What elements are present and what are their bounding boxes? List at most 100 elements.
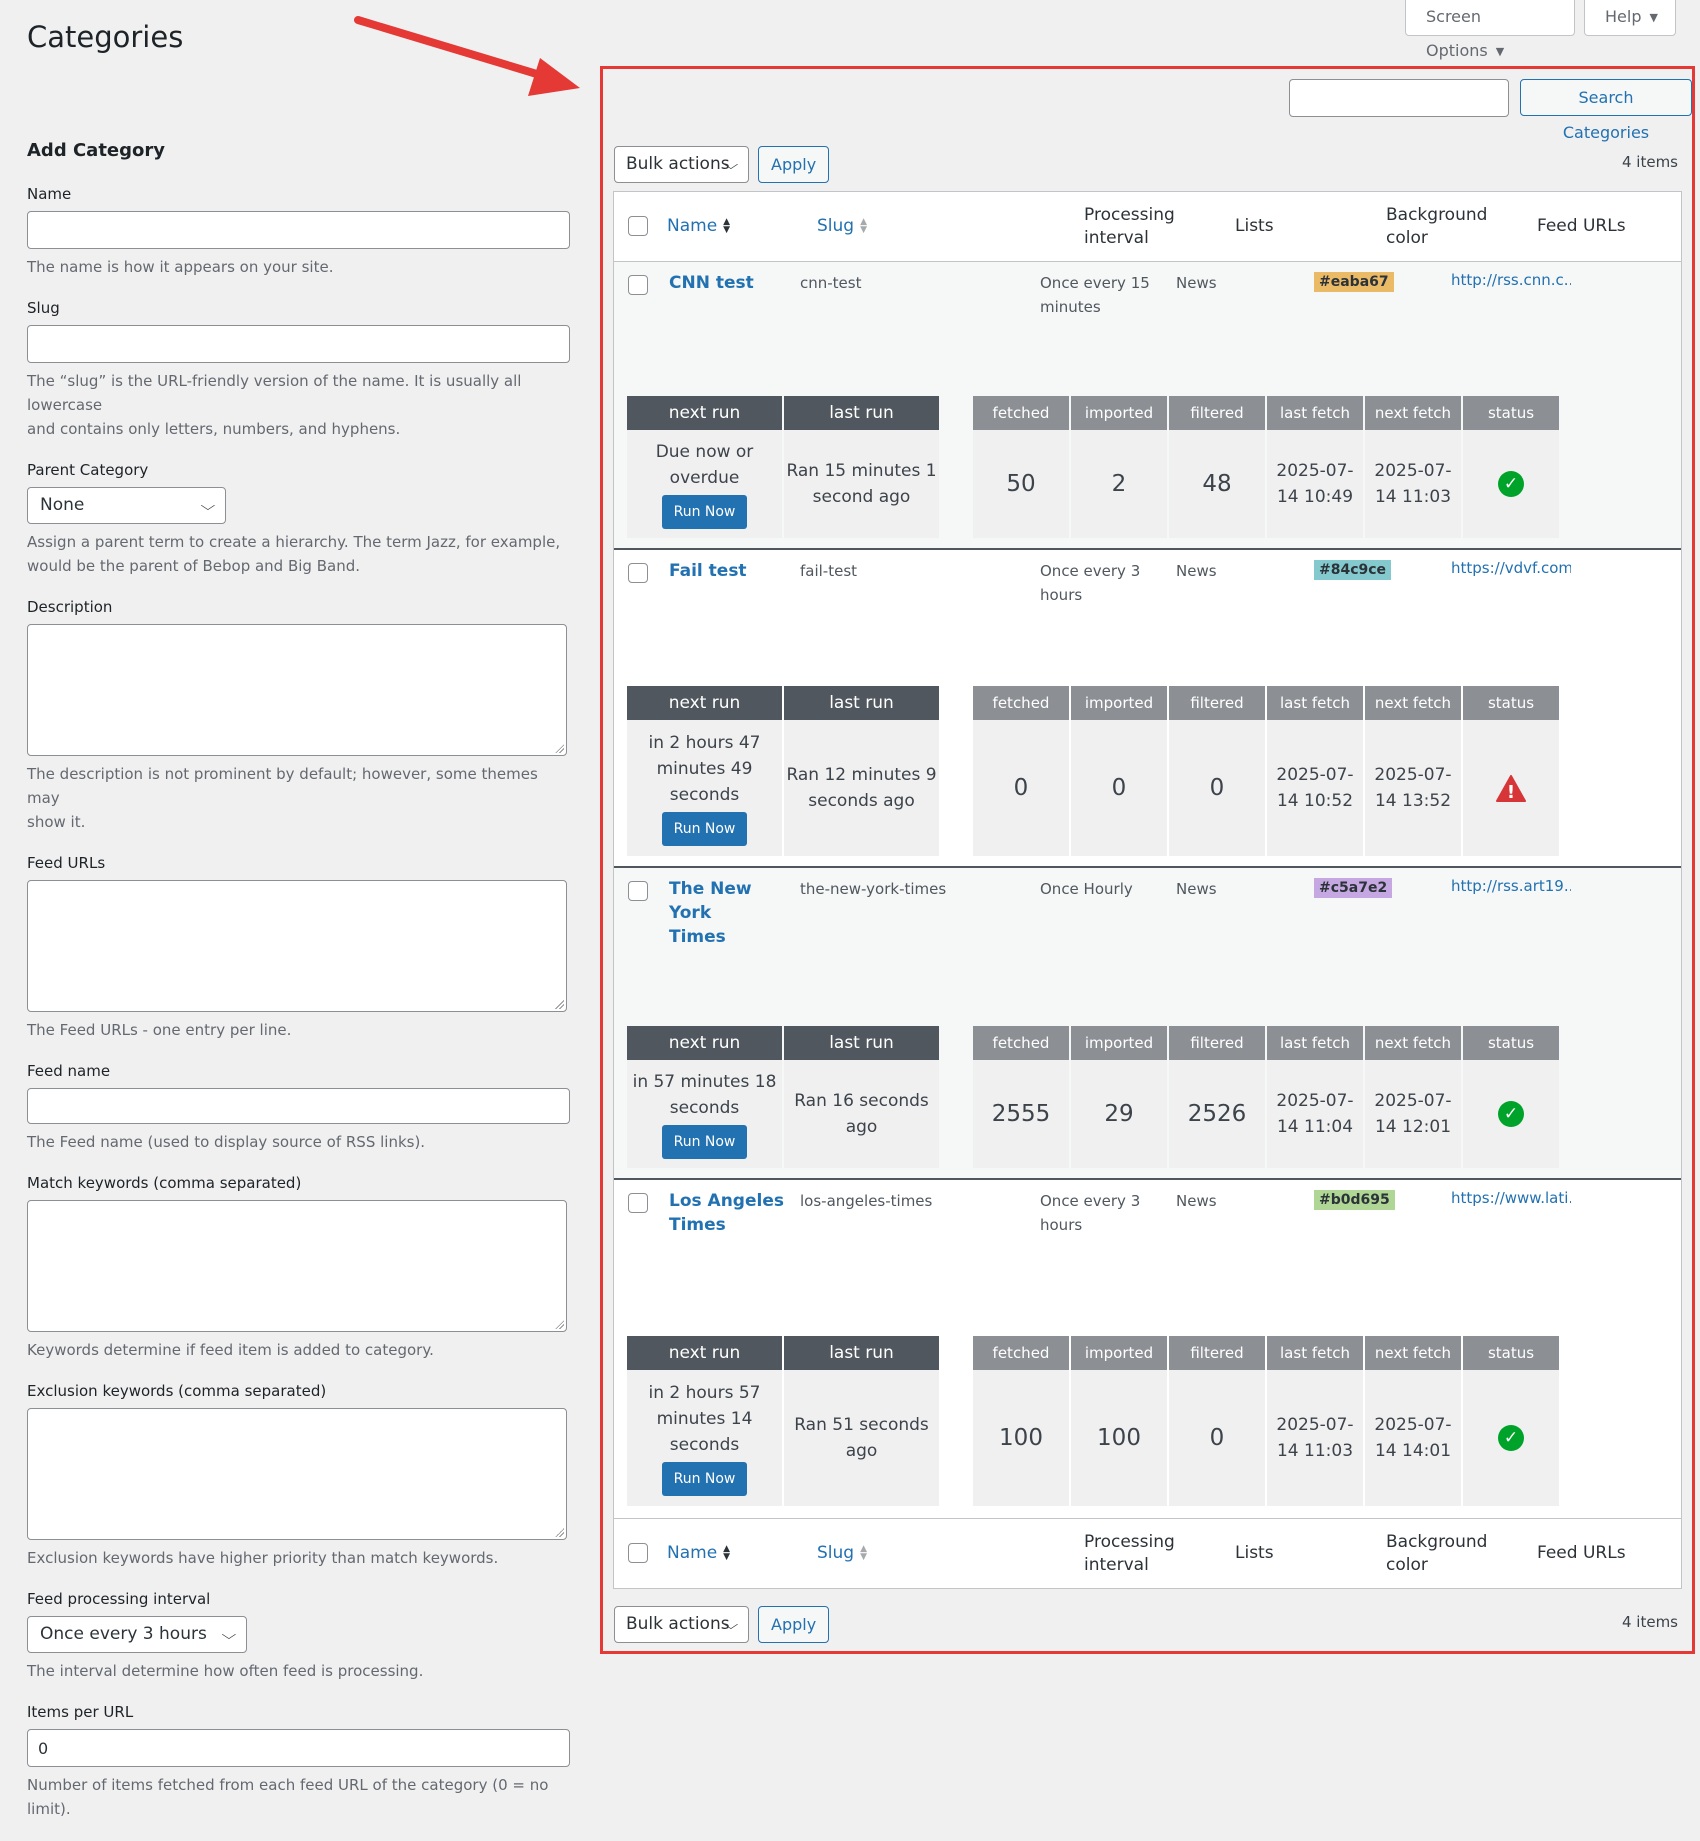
interval-select[interactable]: Once every 3 hours ⌵ <box>27 1616 247 1653</box>
stat-last-fetch: 2025-07- 14 10:52 <box>1267 720 1363 856</box>
stat-fetched: 100 <box>973 1370 1069 1506</box>
stats-header-last-fetch: last fetch <box>1267 1336 1363 1370</box>
apply-button-top[interactable]: Apply <box>758 146 830 183</box>
feed-url-link[interactable]: http://rss.art19.... <box>1451 877 1571 895</box>
apply-button-bottom[interactable]: Apply <box>758 1606 830 1643</box>
sort-arrows-icon: ▲ ▼ <box>860 217 868 235</box>
search-input[interactable] <box>1289 79 1509 117</box>
stats-header-next-run: next run <box>627 1336 782 1370</box>
next-run-line-3: seconds <box>669 1435 740 1455</box>
stats-header-next-run: next run <box>627 396 782 430</box>
parent-category-label: Parent Category <box>27 461 149 479</box>
category-lists: News <box>1176 1192 1217 1210</box>
row-checkbox[interactable] <box>628 1193 648 1213</box>
items-count-bottom: 4 items <box>1621 1613 1678 1631</box>
parent-field-group: Parent Category None ⌵ Assign a parent te… <box>27 461 572 578</box>
stats-header-fetched: fetched <box>973 396 1069 430</box>
column-processing-line-2: interval <box>1084 228 1149 248</box>
next-fetch-line-1: 2025-07- <box>1374 461 1452 481</box>
row-checkbox[interactable] <box>628 275 648 295</box>
items-per-url-input[interactable] <box>27 1729 570 1767</box>
chevron-down-icon: ⌵ <box>723 1618 739 1633</box>
run-now-button[interactable]: Run Now <box>661 1125 748 1159</box>
items-per-url-field-group: Items per URL Number of items fetched fr… <box>27 1703 572 1821</box>
add-category-heading: Add Category <box>27 140 165 161</box>
last-run-line-2: ago <box>845 1117 878 1137</box>
select-all-checkbox[interactable] <box>628 216 648 236</box>
bulk-actions-select-bottom[interactable]: Bulk actions ⌵ <box>614 1606 749 1643</box>
feed-urls-help: The Feed URLs - one entry per line. <box>27 1021 292 1039</box>
description-label: Description <box>27 598 113 616</box>
name-help: The name is how it appears on your site. <box>27 258 334 276</box>
last-fetch-line-2: 14 10:49 <box>1276 487 1354 507</box>
description-textarea[interactable] <box>27 624 567 756</box>
processing-interval-line-1: Once every 3 <box>1040 562 1141 580</box>
parent-help: Assign a parent term to create a hierarc… <box>27 530 572 578</box>
column-name-sortable[interactable]: Name ▲ ▼ <box>667 215 730 238</box>
row-checkbox[interactable] <box>628 563 648 583</box>
bulk-actions-select-top[interactable]: Bulk actions ⌵ <box>614 146 749 183</box>
slug-label: Slug <box>27 299 60 317</box>
category-name-line-2: Times <box>669 1215 726 1235</box>
stats-header-fetched: fetched <box>973 686 1069 720</box>
description-help-line-2: show it. <box>27 813 86 831</box>
next-run-cell: in 2 hours 47 minutes 49 seconds Run Now <box>627 720 782 856</box>
column-slug-sortable-footer[interactable]: Slug ▲ ▼ <box>817 1542 867 1565</box>
exclusion-keywords-textarea[interactable] <box>27 1408 567 1540</box>
slug-input[interactable] <box>27 325 570 363</box>
run-now-button[interactable]: Run Now <box>661 1462 748 1496</box>
parent-help-line-2: would be the parent of Bebop and Big Ban… <box>27 557 360 575</box>
match-keywords-label: Match keywords (comma separated) <box>27 1174 302 1192</box>
category-name-line-1: Los Angeles <box>669 1191 784 1211</box>
stat-filtered: 0 <box>1169 720 1265 856</box>
background-color-badge: #eaba67 <box>1314 272 1394 292</box>
category-name-link[interactable]: CNN test <box>669 271 789 295</box>
last-fetch-line-1: 2025-07- <box>1276 1415 1354 1435</box>
next-run-line-2: overdue <box>669 468 740 488</box>
category-name-link[interactable]: The New York Times <box>669 877 789 949</box>
feed-name-input[interactable] <box>27 1088 570 1124</box>
processing-interval-line-2: hours <box>1040 586 1083 604</box>
screen-options-button[interactable]: Screen Options ▼ <box>1405 0 1575 60</box>
next-run-cell: in 2 hours 57 minutes 14 seconds Run Now <box>627 1370 782 1506</box>
column-slug-sortable[interactable]: Slug ▲ ▼ <box>817 215 867 238</box>
last-run-line-1: Ran 51 seconds <box>794 1415 929 1435</box>
category-name-line-1: Fail test <box>669 561 747 581</box>
feed-name-help: The Feed name (used to display source of… <box>27 1133 426 1151</box>
column-name-sortable-footer[interactable]: Name ▲ ▼ <box>667 1542 730 1565</box>
stat-filtered-value: 0 <box>1209 1425 1225 1451</box>
exclusion-keywords-label: Exclusion keywords (comma separated) <box>27 1382 327 1400</box>
next-fetch-line-2: 14 12:01 <box>1374 1117 1452 1137</box>
items-count-top: 4 items <box>1621 153 1678 171</box>
search-categories-button[interactable]: Search Categories <box>1520 79 1692 142</box>
match-keywords-field-group: Match keywords (comma separated) Keyword… <box>27 1174 572 1362</box>
stats-header-last-run: last run <box>784 1026 939 1060</box>
column-processing-interval-footer: Processing interval <box>1084 1531 1175 1577</box>
stats-header-filtered: filtered <box>1169 686 1265 720</box>
column-bg-line-1: Background <box>1386 205 1488 225</box>
select-all-checkbox-footer[interactable] <box>628 1543 648 1563</box>
feed-url-link[interactable]: https://vdvf.com/ <box>1451 559 1571 577</box>
red-arrow-annotation <box>354 16 580 96</box>
feed-name-field-group: Feed name The Feed name (used to display… <box>27 1062 572 1154</box>
stat-next-fetch: 2025-07- 14 13:52 <box>1365 720 1461 856</box>
category-name-link[interactable]: Fail test <box>669 559 789 583</box>
interval-help: The interval determine how often feed is… <box>27 1662 424 1680</box>
parent-category-select[interactable]: None ⌵ <box>27 487 226 524</box>
run-now-button[interactable]: Run Now <box>661 812 748 846</box>
feed-url-link[interactable]: http://rss.cnn.c... <box>1451 271 1571 289</box>
feed-urls-textarea[interactable] <box>27 880 567 1012</box>
help-button[interactable]: Help ▼ <box>1584 0 1676 36</box>
stat-last-fetch: 2025-07- 14 11:03 <box>1267 1370 1363 1506</box>
name-input[interactable] <box>27 211 570 249</box>
match-keywords-textarea[interactable] <box>27 1200 567 1332</box>
row-checkbox[interactable] <box>628 881 648 901</box>
run-now-button[interactable]: Run Now <box>661 495 748 529</box>
stat-fetched-value: 50 <box>1006 471 1036 497</box>
column-feed-urls: Feed URLs <box>1537 216 1626 236</box>
category-name-link[interactable]: Los Angeles Times <box>669 1189 789 1237</box>
feed-url-link[interactable]: https://www.lati... <box>1451 1189 1571 1207</box>
stat-next-fetch: 2025-07- 14 11:03 <box>1365 430 1461 538</box>
processing-interval: Once every 3 hours <box>1040 1189 1140 1237</box>
stat-filtered: 0 <box>1169 1370 1265 1506</box>
